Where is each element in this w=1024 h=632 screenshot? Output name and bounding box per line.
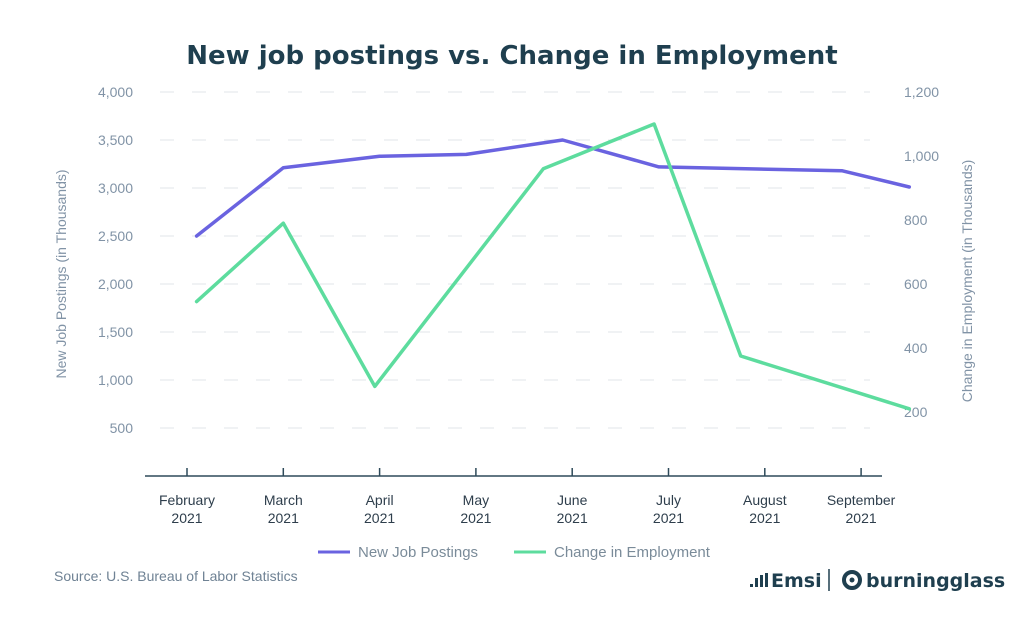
- source-note: Source: U.S. Bureau of Labor Statistics: [54, 568, 298, 584]
- x-tick-label: June 2021: [557, 492, 588, 526]
- x-tick-label: September 2021: [827, 492, 896, 526]
- emsi-logo: Emsi: [750, 570, 822, 592]
- series-line-change-in-employment: [194, 122, 912, 411]
- left-axis-title: New Job Postings (in Thousands): [53, 169, 69, 378]
- burningglass-logo-text: burningglass: [866, 570, 1005, 592]
- x-axis-ticks: February 2021 March 2021 April 2021 May 2021 Jun…: [159, 468, 896, 526]
- left-tick-label: 1,000: [98, 372, 133, 388]
- right-tick-label: 800: [904, 212, 928, 228]
- left-tick-label: 2,500: [98, 228, 133, 244]
- right-tick-label: 1,200: [904, 84, 939, 100]
- burningglass-logo: burningglass: [842, 570, 1005, 592]
- emsi-logo-text: Emsi: [771, 570, 822, 592]
- bar-chart-icon: [750, 573, 768, 587]
- right-tick-label: 400: [904, 340, 928, 356]
- right-tick-label: 1,000: [904, 148, 939, 164]
- left-tick-label: 3,500: [98, 132, 133, 148]
- gridlines: [160, 91, 870, 429]
- left-tick-label: 500: [110, 420, 134, 436]
- x-tick-label: July 2021: [653, 492, 684, 526]
- x-tick-label: May 2021: [460, 492, 491, 526]
- left-tick-label: 4,000: [98, 84, 133, 100]
- x-tick-label: August 2021: [743, 492, 787, 526]
- right-axis-ticks: 200 400 600 800 1,000 1,200: [904, 84, 939, 420]
- x-tick-label: March 2021: [264, 492, 303, 526]
- x-tick-label: February 2021: [159, 492, 215, 526]
- chart-title: New job postings vs. Change in Employmen…: [186, 41, 837, 71]
- series-line-new-job-postings: [194, 138, 912, 238]
- legend-label-new-job-postings: New Job Postings: [358, 544, 478, 561]
- left-tick-label: 1,500: [98, 324, 133, 340]
- x-tick-label: April 2021: [364, 492, 395, 526]
- shutter-icon: [842, 570, 862, 590]
- left-tick-label: 2,000: [98, 276, 133, 292]
- legend-label-change-in-employment: Change in Employment: [554, 544, 711, 561]
- left-axis-ticks: 500 1,000 1,500 2,000 2,500 3,000 3,500 4,000: [98, 84, 133, 436]
- right-tick-label: 600: [904, 276, 928, 292]
- series-lines: [194, 122, 912, 411]
- right-axis-title: Change in Employment (in Thousands): [959, 160, 975, 403]
- left-tick-label: 3,000: [98, 180, 133, 196]
- right-tick-label: 200: [904, 404, 928, 420]
- legend: New Job Postings Change in Employment: [318, 544, 711, 561]
